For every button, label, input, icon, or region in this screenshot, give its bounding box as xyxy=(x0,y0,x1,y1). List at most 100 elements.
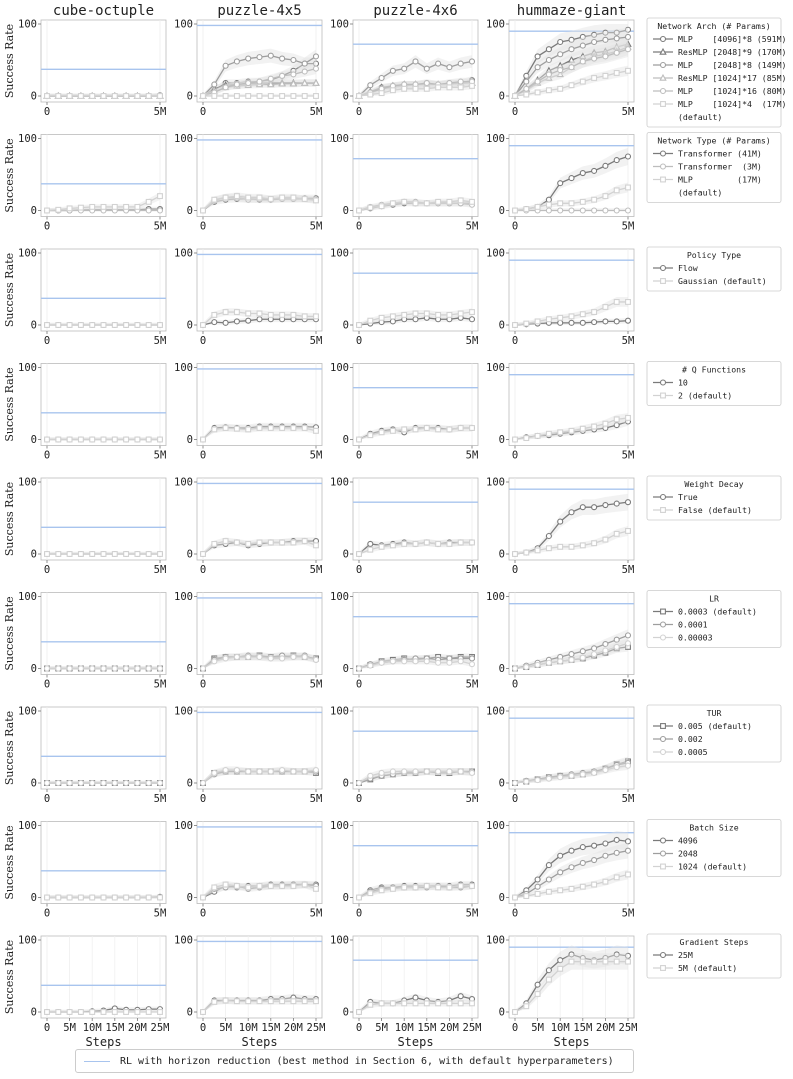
x-tick-label: 5M xyxy=(310,564,323,576)
data-point xyxy=(55,779,62,787)
data-point xyxy=(44,207,50,214)
confidence-band xyxy=(47,192,160,211)
panel-frame xyxy=(40,935,167,1019)
data-point xyxy=(123,551,130,557)
data-point xyxy=(145,779,152,787)
data-point xyxy=(313,93,319,99)
data-point xyxy=(591,207,598,214)
data-point xyxy=(435,659,442,666)
y-tick-label: 100 xyxy=(486,706,505,718)
legend-box xyxy=(646,819,782,877)
y-tick-label: 0 xyxy=(499,663,505,675)
data-point xyxy=(512,207,518,214)
y-axis-label: Success Rate xyxy=(3,24,16,98)
data-point xyxy=(267,93,274,99)
data-point xyxy=(233,81,240,88)
legend-2: Network Type (# Params) Transformer (41M)… xyxy=(646,132,782,203)
y-tick-label: 100 xyxy=(174,19,193,31)
data-point xyxy=(367,772,374,779)
data-point xyxy=(313,313,319,320)
data-point xyxy=(624,46,632,53)
data-point xyxy=(290,883,297,889)
panel-hummaze-giant-1: 0 5M 0 100 xyxy=(486,19,635,118)
data-point xyxy=(200,551,206,557)
data-point xyxy=(89,665,96,672)
data-point xyxy=(401,85,408,92)
data-point xyxy=(245,55,252,62)
data-point xyxy=(613,70,620,76)
data-point xyxy=(301,998,308,1005)
confidence-band xyxy=(515,65,628,96)
data-point xyxy=(557,67,564,74)
data-point xyxy=(145,93,152,99)
confidence-band xyxy=(515,869,628,898)
x-tick-label: 5M xyxy=(466,335,479,347)
data-point xyxy=(557,543,564,550)
data-point xyxy=(222,538,229,544)
data-point xyxy=(523,549,530,556)
x-tick-label: 5M xyxy=(219,1022,232,1034)
y-tick-label: 0 xyxy=(343,892,349,904)
data-point xyxy=(534,432,541,439)
confidence-band xyxy=(515,413,628,440)
data-point xyxy=(157,93,163,99)
legend-swatch-marker xyxy=(659,735,667,743)
x-tick-label: 5M xyxy=(466,450,479,462)
x-tick-label: 5M xyxy=(622,335,635,347)
data-point xyxy=(534,318,541,325)
panel-hummaze-giant-2: 0 5M 0 100 xyxy=(486,133,635,233)
data-point xyxy=(378,74,385,82)
data-point xyxy=(290,311,297,318)
data-point xyxy=(55,551,62,557)
data-point xyxy=(602,878,609,885)
legend-swatch-marker xyxy=(659,379,667,386)
data-point xyxy=(89,93,96,99)
x-tick-label: 0 xyxy=(356,335,362,347)
data-point xyxy=(468,661,476,668)
data-point xyxy=(367,432,374,439)
confidence-band xyxy=(515,629,628,669)
data-point xyxy=(412,85,419,92)
legend-entry: 0.002 xyxy=(678,734,703,744)
data-point xyxy=(624,762,632,769)
data-point xyxy=(602,766,609,774)
x-tick-label: 10M xyxy=(83,1022,102,1034)
x-tick-label: 15M xyxy=(417,1022,436,1034)
data-point xyxy=(613,207,620,214)
x-tick-label: 0 xyxy=(512,335,518,347)
data-point xyxy=(267,425,274,431)
data-point xyxy=(123,322,130,328)
y-axis-label: Success Rate xyxy=(3,482,16,556)
column-title-hummaze-giant: hummaze-giant xyxy=(517,3,627,19)
data-point xyxy=(602,162,609,169)
data-point xyxy=(290,653,297,661)
data-point xyxy=(591,38,598,46)
data-point xyxy=(77,204,84,211)
data-point xyxy=(568,651,575,658)
panel-frame xyxy=(196,134,323,217)
data-point xyxy=(602,640,609,648)
data-point xyxy=(256,539,263,546)
data-point xyxy=(378,659,385,666)
data-point xyxy=(301,653,308,661)
y-tick-label: 100 xyxy=(486,591,505,603)
data-point xyxy=(624,640,632,647)
y-axis-label: Success Rate xyxy=(3,253,16,327)
x-tick-label: 20M xyxy=(128,1022,147,1034)
data-point xyxy=(289,79,298,87)
data-point xyxy=(156,665,164,672)
data-point xyxy=(89,894,96,901)
data-point xyxy=(313,542,319,549)
data-point xyxy=(523,320,530,327)
data-point xyxy=(77,551,84,557)
x-tick-label: 0 xyxy=(44,793,50,805)
x-tick-label: 0 xyxy=(512,450,518,462)
data-point xyxy=(355,779,363,787)
data-point xyxy=(389,313,396,320)
data-point xyxy=(457,197,464,204)
data-point xyxy=(534,981,541,988)
data-point xyxy=(367,317,374,324)
legend-swatch-marker xyxy=(659,493,667,501)
x-tick-label: 0 xyxy=(512,1022,518,1034)
data-point xyxy=(613,530,620,537)
